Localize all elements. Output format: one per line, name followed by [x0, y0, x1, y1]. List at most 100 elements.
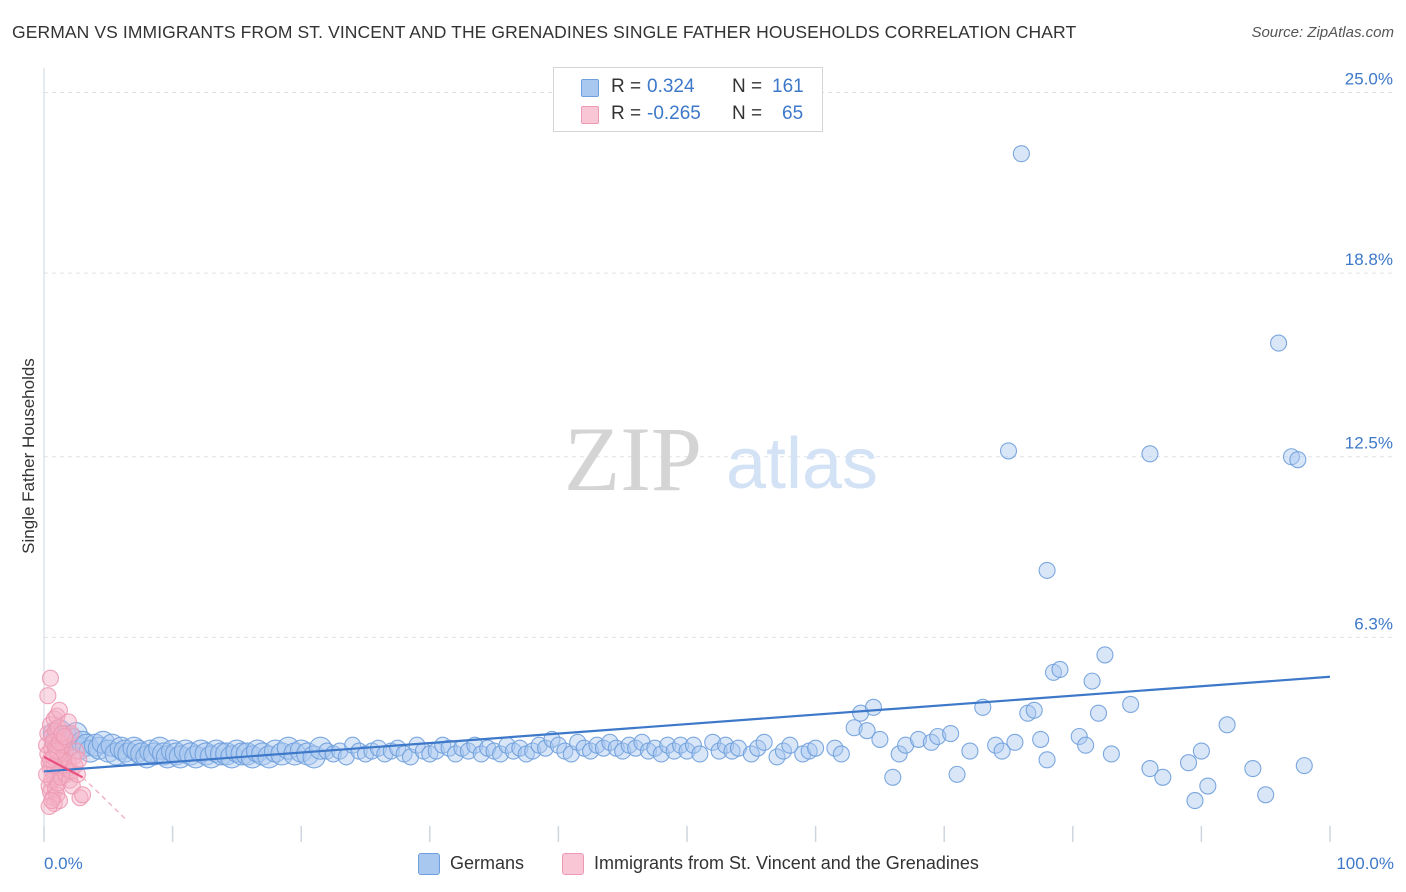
data-point [511, 739, 529, 757]
data-point [1122, 695, 1140, 713]
data-point [652, 745, 670, 763]
data-point [884, 768, 902, 786]
data-point [1083, 672, 1101, 690]
data-point [659, 736, 677, 754]
data-point [864, 698, 883, 716]
trend-lines [43, 675, 1331, 822]
data-point [684, 736, 702, 754]
data-point [53, 725, 71, 743]
data-point [691, 745, 709, 763]
data-point [536, 739, 555, 757]
data-point [601, 733, 619, 751]
data-point [491, 745, 510, 763]
data-point [710, 742, 728, 760]
y-tick-labels: 6.3% 12.5% 18.8% 25.0% [1345, 69, 1393, 633]
y-tick-label: 25.0% [1345, 69, 1393, 88]
chart-title: GERMAN VS IMMIGRANTS FROM ST. VINCENT AN… [12, 22, 1077, 42]
legend-swatch-blue [581, 79, 599, 97]
data-point [1154, 768, 1172, 786]
data-point [858, 722, 876, 740]
data-point [459, 742, 477, 760]
data-point [440, 739, 458, 757]
data-point [50, 701, 68, 719]
data-point [993, 742, 1011, 760]
data-point [781, 736, 799, 754]
data-point [614, 742, 632, 760]
data-point [1270, 334, 1288, 352]
legend-n-value: 161 [772, 76, 804, 97]
data-point [646, 739, 664, 757]
data-point [768, 748, 786, 766]
legend-r-value: 0.324 [647, 76, 695, 97]
data-point [1289, 451, 1307, 469]
data-point [1179, 754, 1198, 772]
y-tick-label: 18.8% [1345, 250, 1393, 269]
legend-label-immigrants: Immigrants from St. Vincent and the Gren… [594, 853, 979, 873]
data-point [1199, 777, 1217, 795]
data-point [1141, 445, 1159, 463]
data-point [845, 719, 863, 737]
data-point [56, 727, 74, 746]
legend-row-immigrants: R = -0.265 N = 65 [554, 103, 822, 129]
data-point [39, 687, 57, 705]
source-label: Source: ZipAtlas.com [1251, 24, 1394, 41]
data-point [1089, 704, 1108, 722]
legend-n-label: N = [732, 103, 763, 124]
data-point [774, 742, 793, 760]
data-point [1025, 701, 1043, 719]
data-point [569, 733, 587, 751]
watermark-zip: ZIP [564, 408, 702, 510]
legend-n-value: 65 [782, 103, 804, 124]
y-tick-label: 12.5% [1345, 434, 1393, 453]
x-tick-label-max: 100.0% [1336, 854, 1394, 873]
data-point [472, 745, 490, 763]
data-point [594, 739, 612, 757]
data-point [717, 736, 735, 754]
y-tick-label: 6.3% [1354, 614, 1393, 633]
data-point [672, 736, 690, 754]
data-point [1257, 786, 1275, 804]
data-point [1295, 757, 1313, 775]
data-point [942, 725, 960, 743]
data-point [871, 730, 889, 748]
data-point [70, 751, 88, 769]
data-point [581, 742, 600, 760]
trend-line-germans [43, 675, 1331, 773]
data-point [1102, 745, 1120, 763]
legend-r-value: -0.265 [647, 103, 701, 124]
data-point [1038, 561, 1056, 579]
data-point [1141, 759, 1159, 778]
data-point [549, 736, 567, 754]
data-point [1192, 742, 1210, 760]
x-tick-label-min: 0.0% [44, 854, 83, 873]
legend-swatch-pink [581, 106, 599, 124]
data-point [755, 733, 773, 751]
data-point [43, 792, 61, 810]
data-point [807, 739, 825, 757]
data-point [665, 742, 683, 760]
legend-swatch-pink [562, 853, 584, 875]
data-point [890, 745, 908, 763]
data-point [74, 786, 92, 804]
legend-row-germans: R = 0.324 N = 161 [554, 76, 822, 102]
legend-label-germans: Germans [450, 853, 525, 873]
data-point [1218, 716, 1236, 734]
data-point [1096, 646, 1114, 664]
legend-r-label: R = [611, 103, 642, 124]
data-point [1244, 759, 1262, 778]
data-point [678, 742, 696, 760]
data-point [71, 789, 89, 807]
y-axis-label: Single Father Households [19, 358, 38, 554]
data-point [1038, 751, 1056, 769]
trend-line-immigrants [43, 755, 84, 779]
legend-swatch-blue [418, 853, 440, 875]
data-point [1012, 145, 1030, 163]
data-point [466, 736, 484, 754]
data-point [948, 765, 966, 783]
data-point [41, 669, 59, 687]
data-point [164, 742, 189, 766]
data-point [1077, 736, 1095, 754]
legend-n-label: N = [732, 76, 763, 97]
data-point [627, 739, 645, 757]
